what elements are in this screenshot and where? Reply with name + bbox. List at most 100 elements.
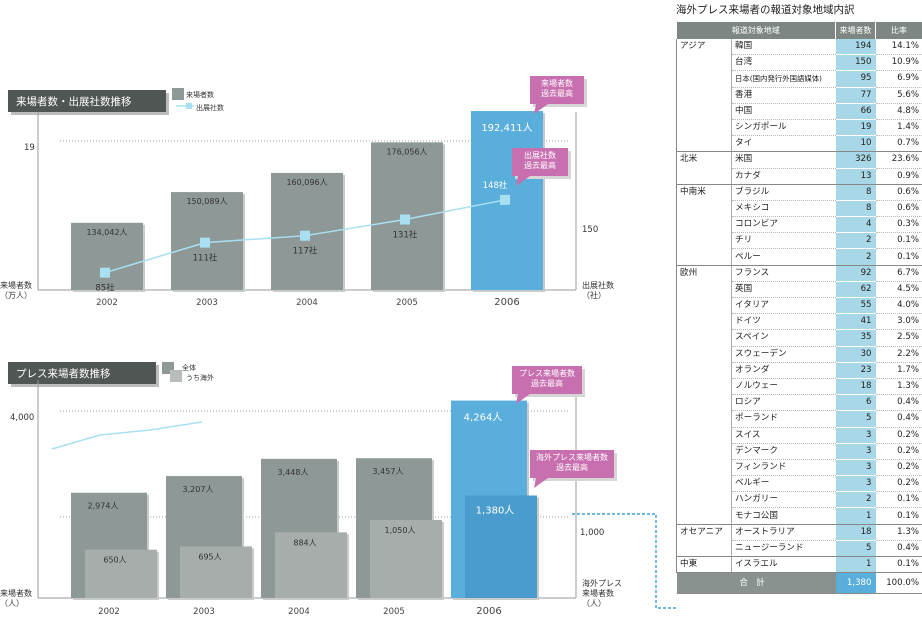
chart1-xtick-2005: 2005 <box>396 298 418 308</box>
count-cell: 1 <box>835 556 876 574</box>
chart1-exhibitor-label-2006: 148社 <box>483 180 508 191</box>
table-row: メキシコ 8 0.6% <box>677 200 922 218</box>
chart1-legend-exhibitors: 出展社数 <box>196 103 224 112</box>
chart1-exhibitor-point-2003 <box>200 237 210 248</box>
chart1-legend-visitors: 来場者数 <box>186 90 214 99</box>
country-cell: ポーランド <box>731 410 836 428</box>
ratio-cell: 23.6% <box>875 151 922 169</box>
country-cell: タイ <box>731 135 836 153</box>
country-cell: デンマーク <box>731 443 836 460</box>
chart1-callout-visitors-tail <box>534 104 548 114</box>
chart2-bar-overseas-label-2003: 695人 <box>198 552 221 561</box>
ratio-cell: 0.6% <box>875 200 922 218</box>
count-cell: 6 <box>835 394 876 412</box>
ratio-cell: 0.4% <box>875 410 922 428</box>
chart2-bar-overseas-2004-face <box>275 532 347 598</box>
count-cell: 10 <box>835 135 876 153</box>
region-cell: 欧州 <box>676 265 732 525</box>
country-cell: 香港 <box>731 87 836 104</box>
table-total-row: 合計 1,380 100.0% <box>676 572 922 595</box>
count-cell: 3 <box>835 459 876 477</box>
count-cell: 55 <box>835 297 876 315</box>
table-row: フィンランド 3 0.2% <box>677 459 922 477</box>
chart2-legend-total-label: 全体 <box>182 363 196 372</box>
country-cell: ドイツ <box>731 313 836 331</box>
chart2-legend-overseas <box>170 370 182 382</box>
ratio-cell: 0.1% <box>875 248 922 266</box>
country-cell: 英国 <box>731 281 836 299</box>
chart1-callout-exhibitors-text: 出展社数過去最高 <box>524 150 556 170</box>
chart2-xtick-2002: 2002 <box>98 607 120 617</box>
country-cell: メキシコ <box>731 200 836 218</box>
table-row: ハンガリー 2 0.1% <box>677 491 922 509</box>
chart1-exhibitor-point-2005 <box>400 214 410 225</box>
chart1-callout-visitors-box <box>530 76 584 104</box>
count-cell: 3 <box>835 443 876 460</box>
chart2-trend-line <box>51 421 203 450</box>
chart2-bar-overseas-2003-face <box>180 546 252 598</box>
table-row: アジア 韓国 194 14.1% <box>676 39 922 153</box>
chart1-ytick: 19 <box>24 143 35 153</box>
count-cell: 5 <box>835 540 876 558</box>
chart1-bar-label-2004: 160,096人 <box>286 178 327 187</box>
press-region-table: 報道対象地域 来場者数 比率 アジア 韓国 194 14.1% 台湾 150 10.9% 日本… <box>676 22 922 595</box>
table-row: 英国 62 4.5% <box>677 281 922 299</box>
count-cell: 5 <box>835 410 876 428</box>
table-row: ノルウェー 18 1.3% <box>677 378 922 396</box>
country-cell: 日本(国内発行外国語媒体) <box>731 70 836 88</box>
table-row: 台湾 150 10.9% <box>677 54 922 72</box>
country-cell: ペルー <box>731 248 836 266</box>
ratio-cell: 4.0% <box>875 297 922 315</box>
country-cell: コロンビア <box>731 216 836 234</box>
count-cell: 1 <box>835 507 876 525</box>
table-row: タイ 10 0.7% <box>677 135 922 153</box>
chart1-bar-label-2006: 192,411人 <box>481 122 532 134</box>
chart2-y2label: 海外プレス来場者数（人） <box>582 578 622 608</box>
ratio-cell: 2.2% <box>875 346 922 363</box>
ratio-cell: 1.3% <box>875 524 922 541</box>
count-cell: 2 <box>835 248 876 266</box>
ratio-cell: 0.1% <box>875 556 922 574</box>
country-cell: シンガポール <box>731 119 836 137</box>
count-cell: 8 <box>835 200 876 218</box>
chart2-bar-total-label-2006: 4,264人 <box>464 412 503 424</box>
region-cell: オセアニア <box>676 524 732 558</box>
table-row: コロンビア 4 0.3% <box>677 216 922 234</box>
chart2-bar-overseas-label-2002: 650人 <box>103 556 126 565</box>
count-cell: 150 <box>835 54 876 72</box>
count-cell: 2 <box>835 232 876 250</box>
ratio-cell: 0.3% <box>875 216 922 234</box>
chart2-ylabel: 来場者数（人） <box>0 588 32 608</box>
chart2-xtick-2006: 2006 <box>476 606 501 617</box>
table-row: 香港 77 5.6% <box>677 87 922 104</box>
chart1-title-bg <box>8 90 166 112</box>
table-row: ドイツ 41 3.0% <box>677 313 922 331</box>
chart1-callout-exhibitors-box <box>512 148 568 176</box>
count-cell: 3 <box>835 427 876 444</box>
country-cell: ニュージーランド <box>731 540 836 558</box>
country-cell: イタリア <box>731 297 836 315</box>
chart2-bar-overseas-2004 <box>275 532 349 600</box>
table-row: オセアニア オーストラリア 18 1.3% <box>676 524 922 558</box>
ratio-cell: 0.1% <box>875 507 922 525</box>
count-cell: 66 <box>835 103 876 120</box>
chart1-title: 来場者数・出展社数推移 <box>16 95 132 108</box>
count-cell: 23 <box>835 362 876 379</box>
count-cell: 95 <box>835 70 876 88</box>
chart1-bar-label-2003: 150,089人 <box>186 197 227 206</box>
table-row: イタリア 55 4.0% <box>677 297 922 315</box>
country-cell: 韓国 <box>731 39 836 56</box>
chart2-callout-overseas-tail <box>534 478 548 488</box>
chart1-exhibitor-point-2006 <box>500 194 510 205</box>
count-cell: 18 <box>835 378 876 396</box>
ratio-cell: 0.1% <box>875 491 922 509</box>
table-row: ポーランド 5 0.4% <box>677 410 922 428</box>
table-row: 北米 米国 326 23.6% <box>676 151 922 185</box>
total-count-cell: 1,380 <box>835 572 876 595</box>
total-ratio-cell: 100.0% <box>875 572 922 595</box>
ratio-cell: 0.2% <box>875 475 922 493</box>
chart2-bar-total-label-2002: 2,974人 <box>88 502 119 511</box>
table-row: スウェーデン 30 2.2% <box>677 346 922 363</box>
chart2-bar-total-label-2003: 3,207人 <box>183 485 214 494</box>
